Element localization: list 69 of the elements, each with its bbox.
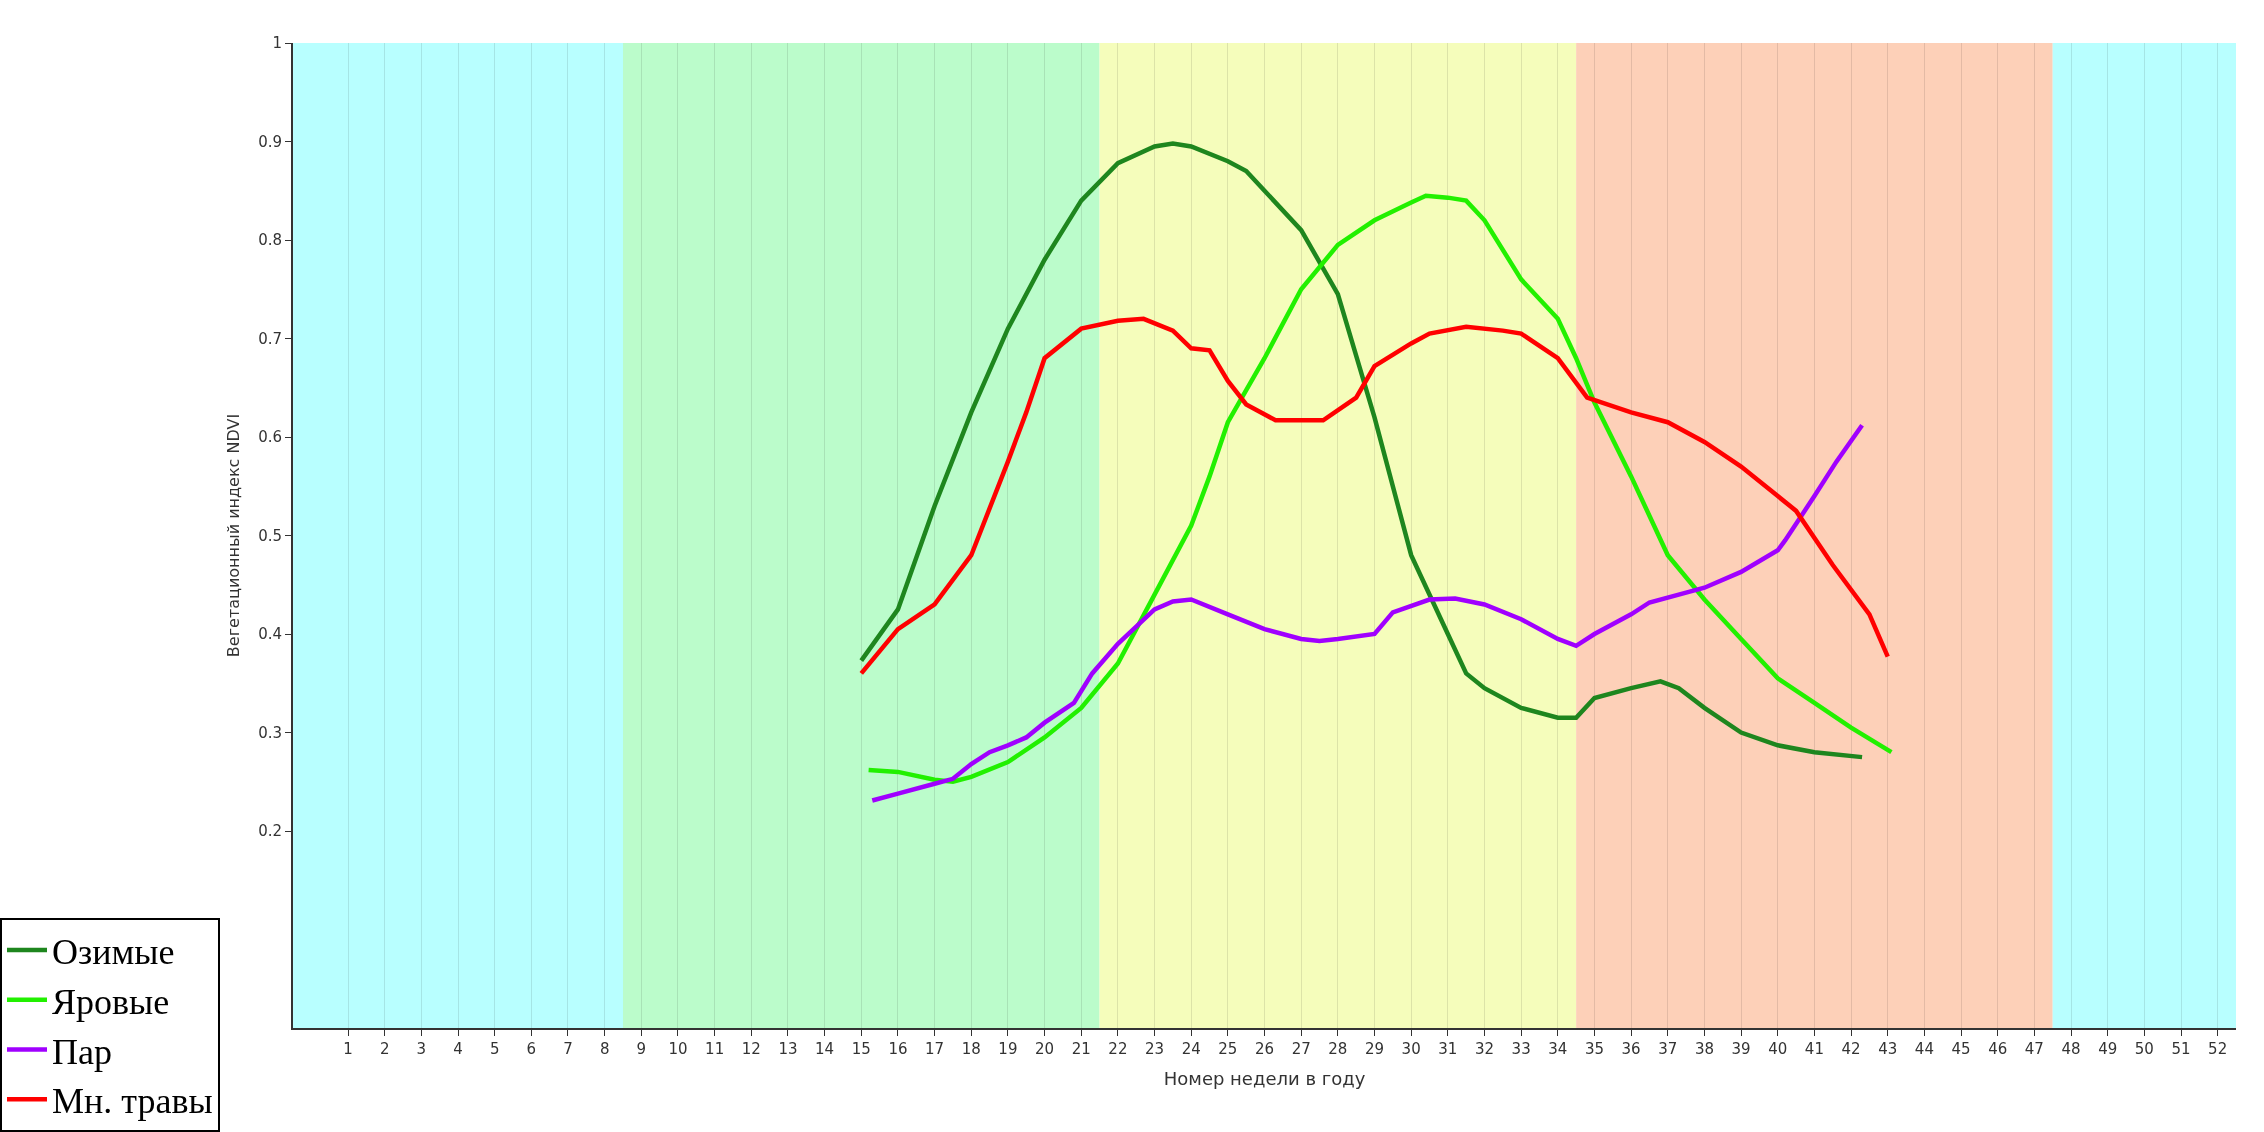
x-tick-label: 21 <box>1071 1040 1091 1058</box>
x-tick-label: 7 <box>563 1040 573 1058</box>
x-tick-label: 48 <box>2061 1040 2081 1058</box>
x-tick-label: 1 <box>343 1040 353 1058</box>
x-tick-label: 13 <box>778 1040 798 1058</box>
x-tick-label: 40 <box>1768 1040 1788 1058</box>
y-tick-label: 0.9 <box>258 132 283 151</box>
x-tick-label: 46 <box>1988 1040 2008 1058</box>
x-tick-label: 25 <box>1218 1040 1238 1058</box>
x-tick-label: 24 <box>1181 1040 1201 1058</box>
x-tick-label: 37 <box>1658 1040 1678 1058</box>
x-tick-label: 51 <box>2171 1040 2191 1058</box>
x-tick-label: 12 <box>741 1040 761 1058</box>
x-tick-label: 41 <box>1804 1040 1824 1058</box>
line-series <box>870 422 1865 803</box>
x-tick-label: 35 <box>1584 1040 1605 1058</box>
x-tick-label: 2 <box>379 1040 390 1058</box>
x-tick-label: 32 <box>1474 1040 1495 1058</box>
y-tick-label: 0.7 <box>258 329 283 348</box>
y-tick-label: 0.2 <box>258 822 283 841</box>
x-tick-label: 10 <box>668 1040 688 1058</box>
x-tick-label: 20 <box>1035 1040 1055 1058</box>
x-tick-label: 18 <box>961 1040 981 1058</box>
y-tick-label: 0.6 <box>258 428 283 447</box>
legend-label: Пар <box>52 1031 112 1072</box>
x-tick-label: 8 <box>599 1040 610 1058</box>
x-tick-label: 22 <box>1108 1040 1128 1058</box>
x-tick-label: 27 <box>1291 1040 1311 1058</box>
x-tick-label: 9 <box>636 1040 647 1058</box>
line-series <box>859 316 1890 676</box>
x-tick-label: 36 <box>1621 1040 1641 1058</box>
x-tick-label: 38 <box>1694 1040 1714 1058</box>
x-tick-label: 34 <box>1548 1040 1568 1058</box>
x-tick-label: 17 <box>925 1040 945 1058</box>
legend-label: Мн. травы <box>52 1081 213 1122</box>
x-tick-label: 5 <box>489 1040 500 1058</box>
x-tick-label: 19 <box>998 1040 1018 1058</box>
y-tick-label: 0.3 <box>258 723 283 742</box>
x-tick-label: 15 <box>851 1040 871 1058</box>
x-tick-label: 45 <box>1951 1040 1971 1058</box>
x-tick-label: 3 <box>416 1040 427 1058</box>
x-tick-label: 14 <box>815 1040 835 1058</box>
y-tick-label: 0.8 <box>258 231 283 250</box>
x-tick-label: 6 <box>526 1040 537 1058</box>
x-tick-label: 30 <box>1401 1040 1421 1058</box>
x-tick-label: 47 <box>2024 1040 2044 1058</box>
x-tick-label: 26 <box>1254 1040 1275 1058</box>
x-axis-title: Номер недели в году <box>1163 1067 1366 1089</box>
x-tick-label: 42 <box>1841 1040 1861 1058</box>
legend-label: Яровые <box>52 981 170 1022</box>
x-tick-label: 4 <box>453 1040 463 1058</box>
x-tick-label: 23 <box>1145 1040 1165 1058</box>
x-tick-label: 28 <box>1328 1040 1348 1058</box>
y-axis-title: Вегетационный индекс NDVI <box>223 413 243 658</box>
x-tick-label: 50 <box>2134 1040 2154 1058</box>
y-tick-label: 0.5 <box>258 526 283 545</box>
y-tick-label: 0.4 <box>258 625 283 644</box>
x-tick-label: 39 <box>1731 1040 1751 1058</box>
legend-label: Озимые <box>52 931 175 972</box>
x-tick-label: 43 <box>1878 1040 1898 1058</box>
x-tick-label: 33 <box>1511 1040 1531 1058</box>
y-tick-label: 1 <box>272 34 283 53</box>
x-tick-label: 44 <box>1914 1040 1934 1058</box>
x-tick-label: 16 <box>888 1040 908 1058</box>
x-tick-label: 49 <box>2098 1040 2118 1058</box>
x-tick-label: 31 <box>1438 1040 1458 1058</box>
x-tick-label: 11 <box>705 1040 725 1058</box>
x-tick-label: 52 <box>2208 1040 2228 1058</box>
x-tick-label: 29 <box>1364 1040 1385 1058</box>
